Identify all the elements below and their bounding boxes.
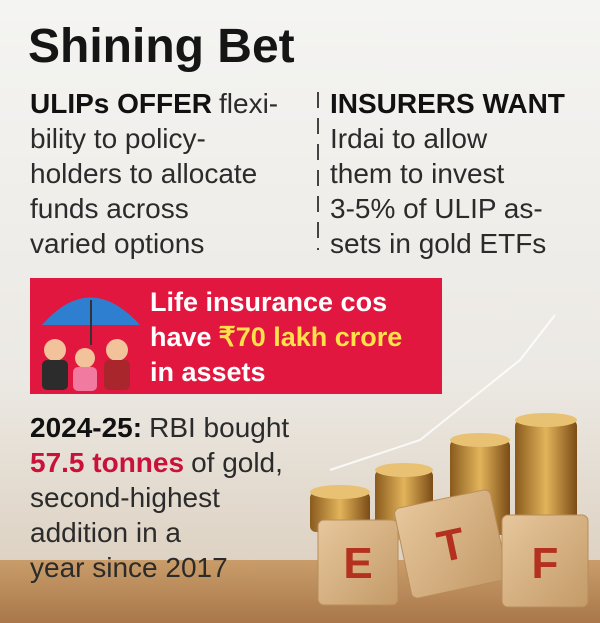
bottom-line: year since 2017: [30, 552, 228, 583]
right-line: 3-5% of ULIP as-: [330, 193, 543, 224]
cubes: E T F: [317, 489, 589, 608]
bottom-lead: 2024-25:: [30, 412, 142, 443]
right-lead: INSURERS WANT: [330, 88, 565, 119]
banner-text: have: [150, 322, 212, 352]
banner-line: in assets: [150, 357, 266, 387]
left-line: holders to allocate: [30, 158, 257, 189]
bottom-highlight: 57.5 tonnes: [30, 447, 184, 478]
left-line: bility to policy-: [30, 123, 206, 154]
right-line: Irdai to allow: [330, 123, 488, 154]
umbrella-icon: [42, 297, 140, 391]
left-line: ULIPs OFFER flexi-: [30, 88, 278, 119]
bottom-text: RBI bought: [149, 412, 289, 443]
cube-letter: F: [532, 539, 559, 588]
cube-letter: E: [343, 539, 372, 588]
left-lead: ULIPs OFFER: [30, 88, 212, 119]
trend-line: [329, 314, 556, 471]
bottom-line: 2024-25: RBI bought: [30, 412, 289, 443]
left-line: varied options: [30, 228, 204, 259]
banner: [30, 278, 442, 394]
left-line: funds across: [30, 193, 189, 224]
banner-highlight: ₹70 lakh crore: [219, 322, 403, 352]
banner-line: Life insurance cos: [150, 287, 387, 317]
right-line: them to invest: [330, 158, 505, 189]
bottom-text: of gold,: [191, 447, 283, 478]
bottom-line: addition in a: [30, 517, 181, 548]
right-line: sets in gold ETFs: [330, 228, 546, 259]
bottom-line: second-highest: [30, 482, 220, 513]
left-text: flexi-: [219, 88, 278, 119]
banner-line: have ₹70 lakh crore: [150, 322, 402, 352]
title: Shining Bet: [28, 20, 295, 73]
bottom-line: 57.5 tonnes of gold,: [30, 447, 283, 478]
